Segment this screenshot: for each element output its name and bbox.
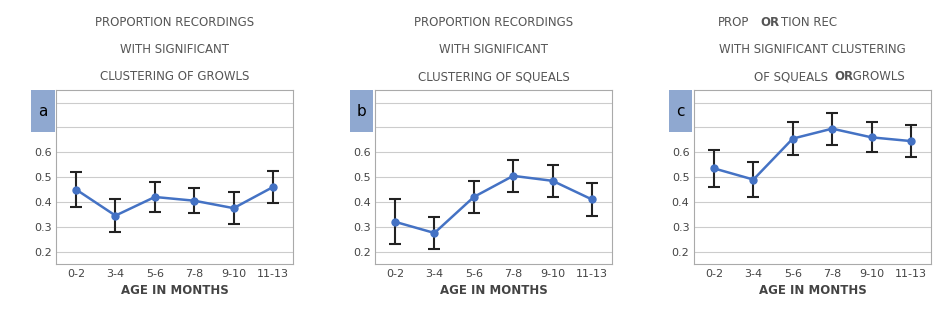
X-axis label: AGE IN MONTHS: AGE IN MONTHS: [759, 284, 867, 298]
Text: b: b: [357, 104, 367, 118]
Text: c: c: [677, 104, 685, 118]
Text: OR: OR: [835, 70, 854, 83]
Text: WITH SIGNIFICANT CLUSTERING: WITH SIGNIFICANT CLUSTERING: [719, 43, 906, 56]
Text: PROPORTION RECORDINGS: PROPORTION RECORDINGS: [95, 16, 254, 29]
Text: PROPORTION RECORDINGS: PROPORTION RECORDINGS: [414, 16, 573, 29]
Text: CLUSTERING OF SQUEALS: CLUSTERING OF SQUEALS: [417, 70, 570, 83]
Text: OF SQUEALS: OF SQUEALS: [754, 70, 832, 83]
Text: CLUSTERING OF GROWLS: CLUSTERING OF GROWLS: [100, 70, 249, 83]
Text: WITH SIGNIFICANT: WITH SIGNIFICANT: [120, 43, 229, 56]
Text: WITH SIGNIFICANT: WITH SIGNIFICANT: [439, 43, 548, 56]
Text: TION REC: TION REC: [781, 16, 838, 29]
X-axis label: AGE IN MONTHS: AGE IN MONTHS: [120, 284, 228, 298]
Text: GROWLS: GROWLS: [849, 70, 905, 83]
Text: PROP: PROP: [718, 16, 750, 29]
Text: OR: OR: [760, 16, 779, 29]
Text: a: a: [39, 104, 47, 118]
X-axis label: AGE IN MONTHS: AGE IN MONTHS: [440, 284, 547, 298]
